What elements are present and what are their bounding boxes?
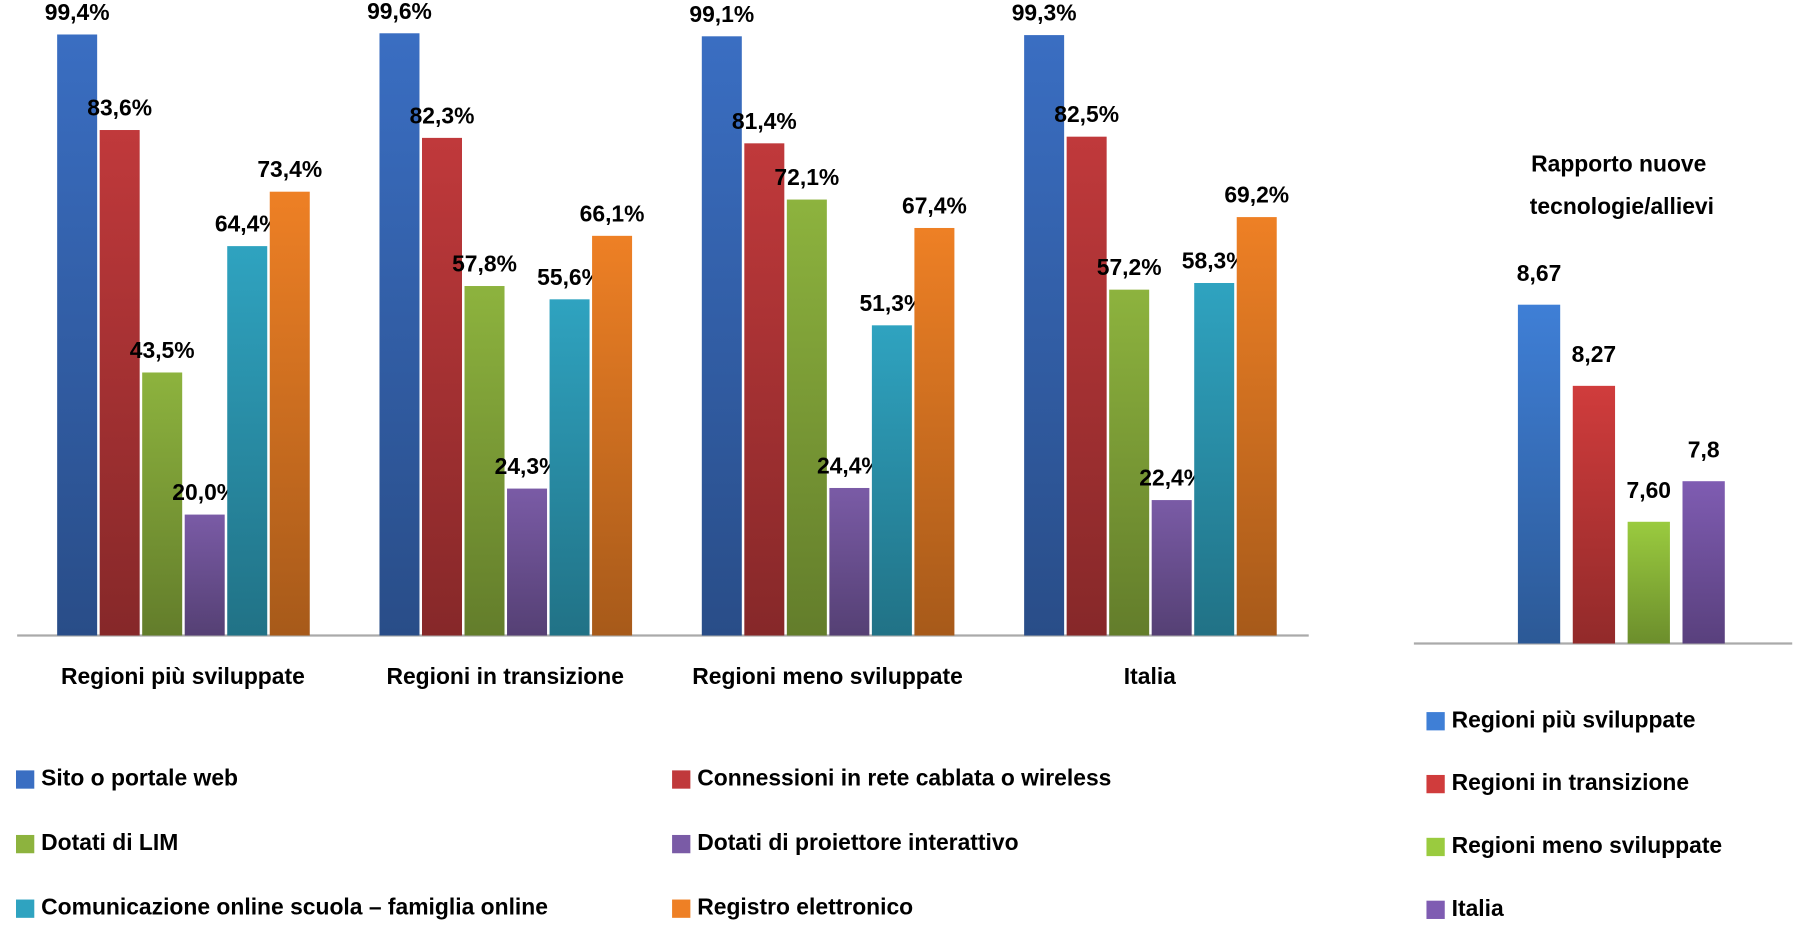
- legend-swatch: [1426, 900, 1445, 919]
- legend-swatch: [16, 834, 35, 854]
- data-label: 24,3%: [495, 453, 560, 479]
- data-label: 7,8: [1688, 437, 1720, 463]
- legend-label: Regioni più sviluppate: [1452, 706, 1696, 732]
- data-label: 83,6%: [87, 94, 152, 120]
- legend-swatch: [672, 899, 691, 918]
- legend-label: Connessioni in rete cablata o wireless: [697, 765, 1111, 791]
- bar: [744, 143, 785, 636]
- bar: [1194, 282, 1235, 636]
- bar: [592, 235, 633, 636]
- data-label: 99,6%: [367, 0, 432, 24]
- data-label: 51,3%: [859, 290, 924, 316]
- x-tick-label: Italia: [1124, 663, 1176, 689]
- bar: [701, 36, 742, 636]
- bar: [184, 514, 225, 636]
- bar: [227, 246, 268, 636]
- legend-label: Dotati di LIM: [41, 829, 178, 855]
- bar: [914, 227, 955, 636]
- legend-label: Registro elettronico: [697, 894, 913, 920]
- data-label: 8,67: [1517, 260, 1562, 286]
- data-label: 24,4%: [817, 452, 882, 478]
- bar: [57, 34, 98, 636]
- chart-title: Rapporto nuove tecnologie/allievi: [1530, 151, 1714, 219]
- bar: [1066, 136, 1107, 636]
- legend-label: Dotati di proiettore interattivo: [697, 829, 1018, 855]
- bar: [1627, 521, 1670, 644]
- bar: [786, 199, 827, 636]
- bar: [379, 33, 420, 636]
- data-label: 20,0%: [172, 479, 237, 505]
- bar: [1682, 481, 1725, 644]
- bar: [269, 191, 310, 636]
- bar: [1024, 35, 1065, 636]
- data-label: 99,3%: [1012, 0, 1077, 26]
- data-label: 67,4%: [902, 192, 967, 218]
- data-label: 99,4%: [45, 0, 110, 25]
- bar: [1517, 304, 1561, 644]
- x-tick-label: Regioni in transizione: [386, 663, 624, 689]
- data-label: 43,5%: [130, 337, 195, 363]
- chart-area: Regioni più sviluppate 99,4% 83,6% 43,5% 20,…: [16, 0, 1793, 921]
- data-label: 55,6%: [537, 264, 602, 290]
- data-label: 82,3%: [410, 102, 475, 128]
- data-label: 8,27: [1572, 341, 1617, 367]
- data-label: 99,1%: [689, 1, 754, 27]
- data-label: 72,1%: [774, 164, 839, 190]
- bar: [507, 488, 548, 636]
- data-label: 82,5%: [1054, 101, 1119, 127]
- x-tick-label: Regioni più sviluppate: [61, 663, 305, 689]
- x-tick-label: Regioni meno sviluppate: [692, 663, 963, 689]
- data-label: 66,1%: [580, 200, 645, 226]
- bar: [142, 372, 183, 636]
- bar: [1236, 217, 1277, 636]
- bar: [1109, 289, 1150, 636]
- data-label: 22,4%: [1139, 465, 1204, 491]
- data-label: 64,4%: [215, 211, 280, 237]
- data-label: 81,4%: [732, 108, 797, 134]
- data-label: 57,2%: [1097, 254, 1162, 280]
- legend-swatch: [1426, 774, 1445, 794]
- bar: [1572, 385, 1616, 644]
- bar: [99, 130, 140, 636]
- legend-swatch: [672, 770, 691, 789]
- data-label: 7,60: [1627, 477, 1672, 503]
- legend-swatch: [1426, 837, 1445, 857]
- legend-label: Sito o portale web: [41, 765, 238, 791]
- legend-swatch: [16, 770, 35, 789]
- data-label: 58,3%: [1182, 247, 1247, 273]
- legend-swatch: [672, 834, 691, 854]
- bar: [829, 487, 870, 636]
- legend-swatch: [1426, 712, 1445, 731]
- bar: [1151, 500, 1192, 636]
- legend-label: Italia: [1452, 895, 1504, 921]
- legend-swatch: [16, 899, 35, 918]
- data-label: 57,8%: [452, 250, 517, 276]
- legend-label: Regioni in transizione: [1452, 769, 1690, 795]
- bar: [549, 299, 590, 636]
- bar: [421, 137, 463, 636]
- bar: [464, 286, 505, 636]
- legend-label: Regioni meno sviluppate: [1452, 832, 1723, 858]
- legend-label: Comunicazione online scuola – famiglia o…: [41, 894, 548, 920]
- data-label: 73,4%: [257, 156, 322, 182]
- bar: [871, 325, 912, 636]
- data-label: 69,2%: [1224, 182, 1289, 208]
